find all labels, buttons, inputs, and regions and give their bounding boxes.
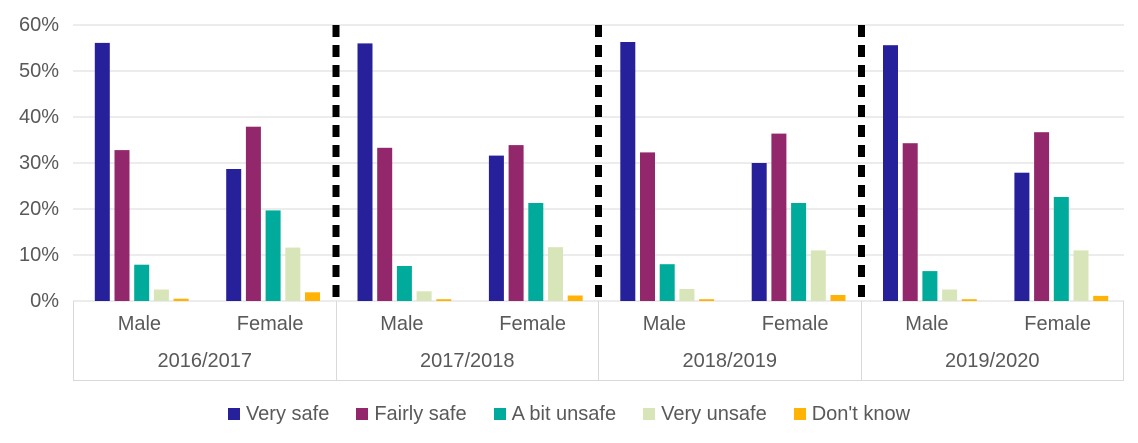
legend-label: Very safe [245, 402, 330, 425]
bar [134, 264, 150, 301]
bar [942, 289, 958, 301]
legend-swatch-icon [356, 408, 369, 420]
bar [961, 299, 977, 301]
bar [528, 203, 544, 301]
year-label: 2017/2018 [419, 350, 515, 373]
gender-label: Male [905, 313, 949, 336]
bar [114, 150, 130, 301]
bar [508, 145, 524, 301]
bar [679, 289, 695, 301]
gender-label: Male [117, 313, 162, 336]
bar [1093, 295, 1109, 301]
y-tick-label: 20% [18, 198, 59, 220]
gender-row: Male Female [599, 301, 861, 348]
bar [245, 126, 261, 301]
bar [922, 271, 938, 301]
bar [265, 210, 281, 301]
bar [488, 155, 504, 301]
year-label: 2018/2019 [682, 350, 778, 373]
bar [751, 163, 767, 301]
gender-label: Male [380, 313, 424, 336]
year-label: 2019/2020 [944, 350, 1040, 373]
bar [1034, 132, 1050, 301]
bar [771, 133, 787, 301]
bar [377, 147, 393, 301]
y-tick-label: 50% [18, 60, 59, 82]
gender-label: Female [1024, 313, 1091, 336]
year-label: 2016/2017 [157, 350, 253, 373]
legend-item-fairly-safe: Fairly safe [356, 402, 467, 426]
legend-label: Fairly safe [374, 402, 467, 425]
bar [173, 298, 189, 301]
legend-label: A bit unsafe [511, 402, 617, 425]
bar [810, 250, 826, 301]
y-tick-label: 30% [18, 152, 59, 174]
bar [357, 43, 373, 302]
gender-label: Male [642, 313, 687, 336]
bar [567, 295, 583, 301]
bar [1073, 250, 1089, 301]
legend-item-very-safe: Very safe [227, 402, 330, 426]
legend: Very safe Fairly safe A bit unsafe Very uns… [0, 401, 1138, 427]
bar [305, 292, 320, 301]
bar [436, 299, 452, 301]
legend-label: Very unsafe [661, 402, 767, 425]
group-cell: Male Female 2016/2017 [73, 301, 336, 380]
gender-row: Male Female [862, 301, 1124, 348]
legend-swatch-icon [793, 408, 806, 420]
x-axis: Male Female 2016/2017 Male Female 2017/2018 Ma… [73, 301, 1124, 381]
bar [640, 152, 655, 301]
y-tick-label: 60% [18, 14, 59, 36]
bar [1053, 197, 1069, 301]
bar [791, 203, 807, 301]
bar [416, 291, 432, 301]
gender-label: Female [236, 313, 304, 336]
gender-row: Male Female [337, 301, 599, 348]
bar [548, 247, 563, 301]
y-tick-label: 40% [18, 106, 59, 128]
y-tick-label: 10% [18, 244, 59, 266]
legend-item-don-t-know: Don't know [793, 402, 911, 426]
group-cell: Male Female 2019/2020 [860, 301, 1124, 380]
bar [620, 42, 636, 301]
bar [699, 299, 715, 301]
y-tick-label: 0% [30, 290, 59, 312]
bar [1014, 172, 1030, 301]
gender-row: Male Female [74, 301, 336, 348]
bar [94, 42, 110, 302]
group-cell: Male Female 2017/2018 [335, 301, 599, 380]
legend-item-a-bit-unsafe: A bit unsafe [493, 402, 617, 426]
bar [285, 247, 301, 301]
legend-item-very-unsafe: Very unsafe [643, 403, 767, 426]
bar [659, 264, 675, 301]
legend-swatch-icon [493, 408, 506, 420]
bar [396, 266, 412, 301]
gender-label: Female [761, 313, 829, 336]
legend-swatch-icon [227, 408, 240, 420]
gender-label: Female [499, 313, 566, 336]
bar [226, 169, 242, 301]
bar [153, 289, 169, 301]
legend-swatch-icon [643, 408, 656, 420]
bar [830, 295, 846, 301]
legend-label: Don't know [811, 402, 911, 425]
bar [883, 45, 898, 302]
bar [902, 143, 918, 301]
group-cell: Male Female 2018/2019 [598, 301, 861, 380]
